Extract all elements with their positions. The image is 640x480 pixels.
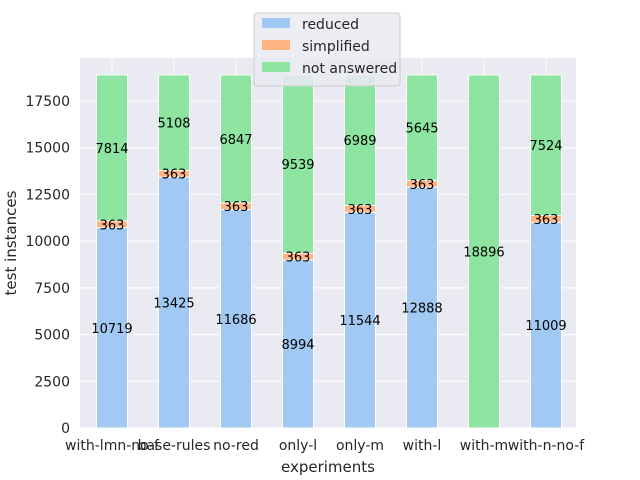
bar-value-label: 10719 [91,322,132,337]
legend-swatch [262,18,290,28]
bar-value-label: 11544 [339,314,380,329]
legend: reduced simplified not answered [253,12,401,87]
bar-value-label: 363 [534,213,559,228]
bar-value-label: 363 [100,218,125,233]
bar-value-label: 7814 [95,142,128,157]
bar-value-label: 6989 [343,134,376,149]
bar-value-label: 6847 [219,133,252,148]
bar-segment-not-answered [158,74,190,171]
plot-background [80,58,576,428]
bar-value-label: 5108 [157,117,190,132]
bar-segment-not-answered [468,74,500,429]
legend-swatch [262,40,290,50]
legend-label: not answered [302,61,397,77]
y-tick-label: 15000 [25,141,70,157]
bar-value-label: 12888 [401,302,442,317]
bar-value-label: 7524 [529,139,562,154]
bar-segment-reduced [96,227,128,429]
bar-value-label: 363 [162,168,187,183]
bar-segment-reduced [530,221,562,429]
bar-segment-not-answered [530,74,562,216]
bar-segment-reduced [158,176,190,429]
legend-label: simplified [302,39,370,55]
bar-segment-not-answered [220,74,252,204]
x-tick-label: no-red [213,438,259,454]
x-tick-label: with-lmn-no-f [65,438,160,454]
bar-value-label: 9539 [281,158,314,173]
bar-value-label: 11009 [525,319,566,334]
legend-box [253,12,401,87]
x-tick-label: only-m [336,438,384,454]
y-tick-label: 10000 [25,234,70,250]
y-tick-label: 12500 [25,187,70,203]
y-tick-label: 0 [61,421,70,437]
bar-segment-reduced [344,211,376,429]
bar-segment-not-answered [344,74,376,206]
bar-value-label: 363 [286,251,311,266]
y-tick-label: 2500 [34,374,70,390]
legend-swatch [262,62,290,72]
bars [96,74,562,429]
y-tick-labels: 0 2500 5000 7500 10000 12500 15000 17500 [25,94,70,437]
y-tick-label: 5000 [34,328,70,344]
bar-value-label: 363 [410,178,435,193]
bar-segment-reduced [282,259,314,429]
x-tick-label: only-l [279,438,317,454]
bar-value-label: 8994 [281,338,314,353]
bar-value-label: 363 [224,200,249,215]
bar-segment-reduced [406,186,438,429]
bar-value-label: 13425 [153,297,194,312]
bar-segment-not-answered [282,74,314,254]
bar-labels: 10719 363 7814 13425 363 5108 11686 363 6847 8994… [91,117,566,353]
bar-value-label: 18896 [463,245,504,260]
y-axis-label: test instances [2,190,20,295]
x-tick-label: with-m [460,438,508,454]
x-tick-label: with-l [403,438,442,454]
bar-value-label: 5645 [405,122,438,137]
bar-value-label: 363 [348,203,373,218]
bar-value-label: 11686 [215,313,256,328]
x-axis-label: experiments [281,458,375,476]
y-tick-label: 17500 [25,94,70,110]
bar-segment-not-answered [96,74,128,222]
legend-label: reduced [302,17,359,33]
bar-segment-not-answered [406,74,438,181]
x-tick-label: with-n-no-f [508,438,585,454]
x-tick-label: base-rules [138,438,211,454]
bar-segment-reduced [220,209,252,429]
y-tick-label: 7500 [34,281,70,297]
